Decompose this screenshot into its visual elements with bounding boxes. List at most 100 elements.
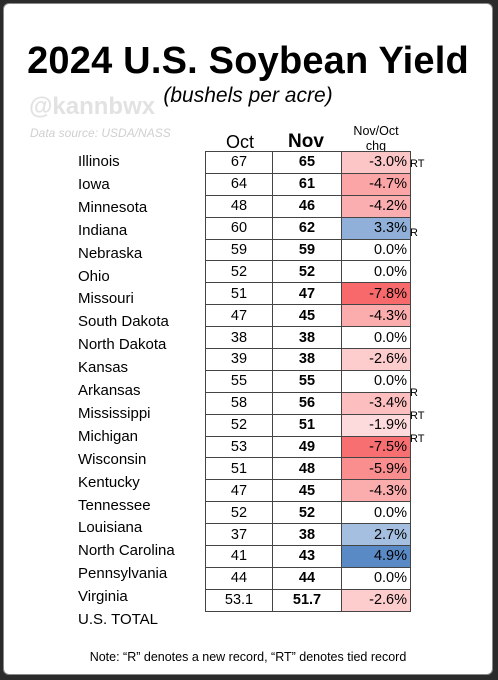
state-label: Kansas xyxy=(78,359,129,377)
change-value: 0.0% xyxy=(341,326,411,350)
table-row: 58 56 -3.4% xyxy=(205,391,411,415)
oct-value: 48 xyxy=(205,194,273,218)
change-value: 0.0% xyxy=(341,566,411,590)
state-label: Indiana xyxy=(78,221,128,239)
watermark-handle: @kannbwx xyxy=(29,93,156,120)
nov-value: 49 xyxy=(272,435,342,459)
oct-value: 53 xyxy=(205,435,273,459)
nov-value: 51.7 xyxy=(272,588,342,612)
state-label: Minnesota xyxy=(78,198,148,216)
oct-value: 52 xyxy=(205,501,273,525)
change-value: 0.0% xyxy=(341,501,411,525)
table-row: 53 49 -7.5% xyxy=(205,435,411,459)
state-label: Pennsylvania xyxy=(78,565,168,583)
oct-value: 44 xyxy=(205,566,273,590)
table-row: 64 61 -4.7% xyxy=(205,172,411,196)
nov-value: 55 xyxy=(272,369,342,393)
oct-value: 60 xyxy=(205,216,273,240)
table-row: 48 46 -4.2% xyxy=(205,194,411,218)
nov-value: 59 xyxy=(272,238,342,262)
header-oct: Oct xyxy=(225,132,254,152)
state-label: North Carolina xyxy=(78,542,175,560)
nov-value: 46 xyxy=(272,194,342,218)
state-label: Michigan xyxy=(78,427,139,445)
nov-value: 43 xyxy=(272,545,342,568)
chart-card: 2024 U.S. Soybean Yield @kannbwx (bushel… xyxy=(3,3,493,675)
table-row: 55 55 0.0% xyxy=(205,369,411,393)
table-row: 47 45 -4.3% xyxy=(205,479,411,503)
header-nov: Nov xyxy=(288,131,324,152)
table-row: 51 48 -5.9% xyxy=(205,457,411,481)
nov-value: 45 xyxy=(272,304,342,328)
change-value: 2.7% xyxy=(341,523,411,547)
nov-value: 65 xyxy=(272,151,342,174)
table-row: 53.1 51.7 -2.6% xyxy=(205,588,411,612)
oct-value: 64 xyxy=(205,172,273,196)
nov-value: 44 xyxy=(272,566,342,590)
yield-table: 67 65 -3.0% 64 61 -4.7% 48 46 -4.2% 60 62 3.3% 59 59 0… xyxy=(205,151,411,612)
state-label: Mississippi xyxy=(78,404,151,422)
change-value: -1.9% xyxy=(341,413,411,437)
table-row: 51 47 -7.8% xyxy=(205,282,411,306)
oct-value: 58 xyxy=(205,391,273,415)
state-label: Kentucky xyxy=(78,473,140,491)
change-value: -2.6% xyxy=(341,588,411,612)
state-label: Iowa xyxy=(78,175,110,193)
oct-value: 59 xyxy=(205,238,273,262)
header-change: Nov/Oct chg xyxy=(340,124,412,154)
state-label: Illinois xyxy=(78,153,120,170)
table-row: 52 52 0.0% xyxy=(205,260,411,284)
nov-value: 38 xyxy=(272,523,342,547)
nov-value: 61 xyxy=(272,172,342,196)
table-row: 60 62 3.3% xyxy=(205,216,411,240)
nov-value: 51 xyxy=(272,413,342,437)
data-source: Data source: USDA/NASS xyxy=(30,126,171,140)
table-row: 39 38 -2.6% xyxy=(205,348,411,371)
change-value: 0.0% xyxy=(341,238,411,262)
change-value: -2.6% xyxy=(341,348,411,371)
header-change-line1: Nov/Oct xyxy=(353,124,399,138)
nov-value: 62 xyxy=(272,216,342,240)
chart-title: 2024 U.S. Soybean Yield xyxy=(27,40,469,82)
table-row: 38 38 0.0% xyxy=(205,326,411,350)
nov-value: 38 xyxy=(272,348,342,371)
footnote: Note: “R” denotes a new record, “RT” den… xyxy=(89,650,407,664)
change-value: -4.3% xyxy=(341,479,411,503)
state-label: Ohio xyxy=(78,267,110,285)
change-value: 0.0% xyxy=(341,260,411,284)
state-label: Nebraska xyxy=(78,244,143,262)
state-label: Virginia xyxy=(78,588,128,606)
record-flag: R xyxy=(410,387,418,399)
record-flag: R xyxy=(410,226,418,239)
chart-subtitle: (bushels per acre) xyxy=(163,84,333,107)
table-row: 59 59 0.0% xyxy=(205,238,411,262)
change-value: -5.9% xyxy=(341,457,411,481)
table-row: 44 44 0.0% xyxy=(205,566,411,590)
oct-value: 39 xyxy=(205,348,273,371)
state-label: Arkansas xyxy=(78,382,141,399)
change-value: -4.7% xyxy=(341,172,411,196)
table-row: 52 52 0.0% xyxy=(205,501,411,525)
record-flag: RT xyxy=(410,158,425,170)
oct-value: 51 xyxy=(205,457,273,481)
oct-value: 47 xyxy=(205,479,273,503)
oct-value: 51 xyxy=(205,282,273,306)
state-label: Wisconsin xyxy=(78,450,147,468)
change-value: -4.2% xyxy=(341,194,411,218)
nov-value: 48 xyxy=(272,457,342,481)
table-row: 47 45 -4.3% xyxy=(205,304,411,328)
table-row: 52 51 -1.9% xyxy=(205,413,411,437)
change-value: 4.9% xyxy=(341,545,411,568)
oct-value: 52 xyxy=(205,413,273,437)
state-label: Louisiana xyxy=(78,519,143,537)
oct-value: 41 xyxy=(205,545,273,568)
nov-value: 45 xyxy=(272,479,342,503)
state-label: Missouri xyxy=(78,290,134,308)
state-label: North Dakota xyxy=(78,336,167,354)
nov-value: 56 xyxy=(272,391,342,415)
header-change-line2: chg xyxy=(365,139,387,153)
table-row: 37 38 2.7% xyxy=(205,523,411,547)
change-value: -4.3% xyxy=(341,304,411,328)
change-value: -7.8% xyxy=(341,282,411,306)
state-label: Tennessee xyxy=(78,496,151,514)
